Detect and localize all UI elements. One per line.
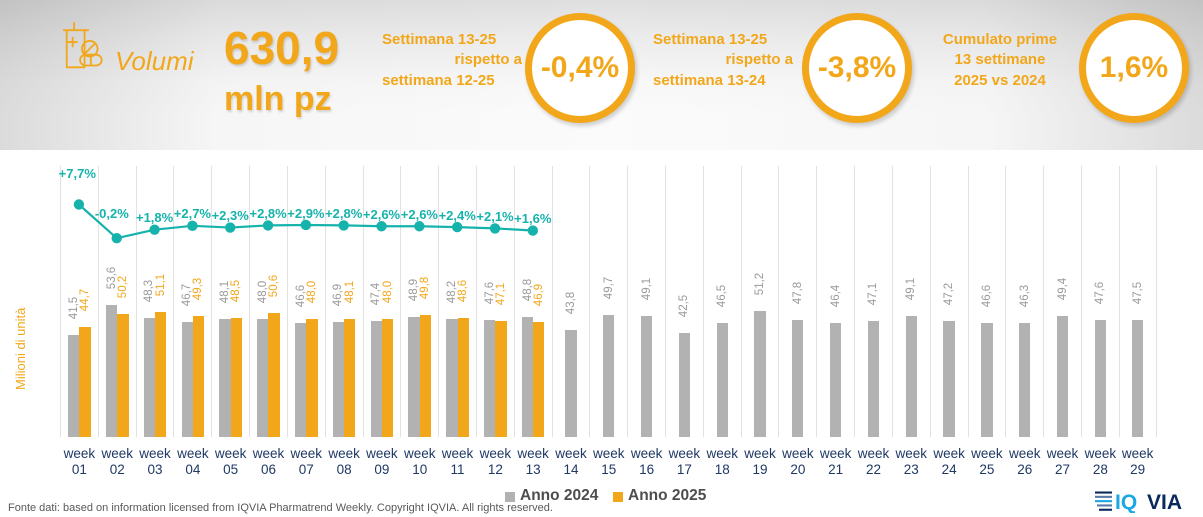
svg-text:IQ: IQ	[1115, 491, 1137, 513]
svg-text:VIA: VIA	[1147, 491, 1182, 513]
